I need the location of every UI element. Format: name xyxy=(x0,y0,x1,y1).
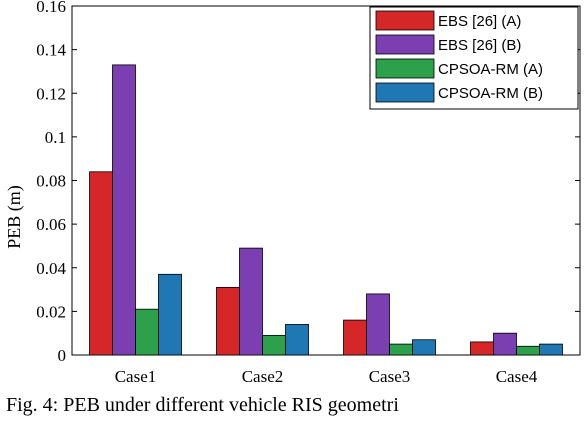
bar xyxy=(493,332,517,356)
bar xyxy=(516,345,540,356)
y-axis-label: PEB (m) xyxy=(4,185,25,249)
bar xyxy=(216,286,240,356)
y-tick-label: 0.16 xyxy=(36,0,66,16)
bar xyxy=(112,64,136,356)
bar xyxy=(470,341,494,356)
bar xyxy=(539,343,563,356)
x-tick-label: Case4 xyxy=(496,367,538,386)
y-tick-label: 0.12 xyxy=(36,84,66,103)
x-tick-label: Case1 xyxy=(115,367,157,386)
y-tick-label: 0 xyxy=(58,346,67,365)
y-tick-label: 0.08 xyxy=(36,172,66,191)
legend-label: CPSOA-RM (B) xyxy=(438,85,543,102)
bar xyxy=(366,293,390,356)
legend-swatch xyxy=(375,10,435,31)
tick-labels: 0 0.02 0.04 0.06 0.08 0.1 0.12 0.14 0.16 Case1 Cas… xyxy=(36,0,538,386)
legend-swatch xyxy=(375,58,435,79)
bar xyxy=(412,339,436,356)
legend-swatch xyxy=(375,82,435,103)
legend-label: CPSOA-RM (A) xyxy=(438,61,543,78)
figure-caption: Fig. 4: PEB under different vehicle RIS … xyxy=(6,394,399,416)
bar xyxy=(262,334,286,356)
bar-chart: 0 0.02 0.04 0.06 0.08 0.1 0.12 0.14 0.16 Case1 Cas… xyxy=(4,0,581,386)
bars xyxy=(89,64,563,356)
x-tick-label: Case2 xyxy=(242,367,284,386)
y-tick-label: 0.1 xyxy=(45,128,66,147)
y-tick-label: 0.14 xyxy=(36,41,66,60)
y-tick-label: 0.02 xyxy=(36,302,66,321)
bar xyxy=(89,171,113,356)
legend-swatch xyxy=(375,34,435,55)
y-tick-label: 0.06 xyxy=(36,215,66,234)
bar xyxy=(285,324,309,356)
bar xyxy=(158,273,182,356)
legend-label: EBS [26] (A) xyxy=(438,13,521,30)
bar xyxy=(135,308,159,356)
bar xyxy=(389,343,413,356)
y-tick-label: 0.04 xyxy=(36,259,66,278)
bar xyxy=(239,247,263,356)
x-tick-label: Case3 xyxy=(369,367,411,386)
legend-label: EBS [26] (B) xyxy=(438,37,521,54)
bar xyxy=(343,319,367,356)
legend: EBS [26] (A) EBS [26] (B) CPSOA-RM (A) CPSO… xyxy=(369,6,579,110)
